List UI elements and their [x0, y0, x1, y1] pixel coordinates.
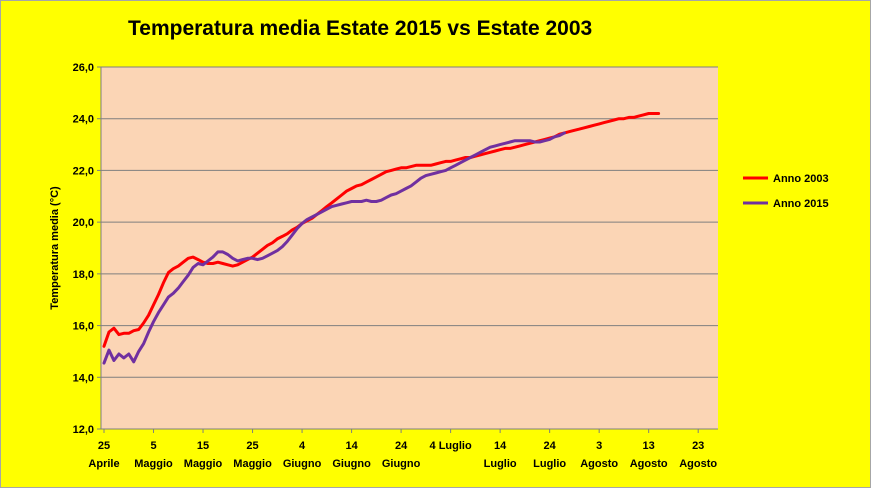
chart-title: Temperatura media Estate 2015 vs Estate …: [128, 17, 593, 40]
x-tick-label: 3: [596, 440, 602, 452]
x-tick-label: 13: [643, 440, 655, 452]
plot-area: [101, 67, 718, 429]
x-axis-ticks: 25 Aprile 5 Maggio 15 Maggio 25 Maggio 4 Giugno 14…: [88, 429, 717, 470]
legend-entry: Anno 2015: [743, 198, 829, 210]
x-tick-label: 14: [345, 440, 358, 452]
x-tick-label: 14: [494, 440, 507, 452]
x-tick-sublabel: Giugno: [332, 458, 371, 470]
y-tick-label: 12,0: [73, 424, 94, 436]
legend: Anno 2003 Anno 2015: [743, 173, 829, 210]
x-tick-label: 24: [544, 440, 557, 452]
y-tick-label: 24,0: [73, 114, 94, 126]
x-tick-sublabel: Luglio: [533, 458, 566, 470]
x-tick-sublabel: Agosto: [580, 458, 618, 470]
legend-label: Anno 2003: [773, 173, 829, 185]
x-tick-label: 15: [197, 440, 209, 452]
x-tick-label: 25: [98, 440, 110, 452]
x-tick-sublabel: Giugno: [283, 458, 322, 470]
y-tick-label: 18,0: [73, 269, 94, 281]
series-line-anno-2015: [102, 131, 566, 365]
x-tick-label: 23: [692, 440, 704, 452]
series-lines: [102, 112, 661, 365]
x-tick-sublabel: Agosto: [679, 458, 717, 470]
y-tick-label: 20,0: [73, 217, 94, 229]
y-tick-label: 14,0: [73, 372, 94, 384]
x-tick-sublabel: Maggio: [233, 458, 272, 470]
y-tick-label: 16,0: [73, 321, 94, 333]
y-axis-title: Temperatura media (°C): [49, 186, 61, 310]
x-tick-label: 4 Luglio: [430, 440, 472, 452]
x-tick-sublabel: Agosto: [630, 458, 668, 470]
series-line-anno-2003: [102, 112, 661, 348]
x-tick-sublabel: Aprile: [88, 458, 119, 470]
x-tick-sublabel: Maggio: [134, 458, 173, 470]
legend-entry: Anno 2003: [743, 173, 829, 185]
x-tick-sublabel: Luglio: [484, 458, 517, 470]
x-tick-sublabel: Giugno: [382, 458, 421, 470]
x-tick-label: 5: [150, 440, 156, 452]
x-tick-label: 24: [395, 440, 408, 452]
x-tick-label: 4: [299, 440, 306, 452]
y-tick-label: 26,0: [73, 62, 94, 74]
legend-label: Anno 2015: [773, 198, 829, 210]
x-tick-sublabel: Maggio: [184, 458, 223, 470]
y-tick-label: 22,0: [73, 165, 94, 177]
x-tick-label: 25: [246, 440, 258, 452]
y-axis-ticks: 12,0 14,0 16,0 18,0 20,0 22,0 24,0 26,0: [73, 62, 101, 436]
